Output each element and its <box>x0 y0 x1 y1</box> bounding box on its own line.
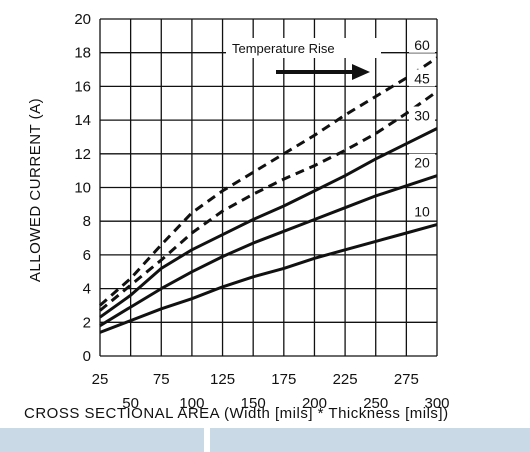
series-label-background <box>409 106 435 124</box>
series-label-background <box>409 69 435 87</box>
ticks: 0 2 4 6 8 10 12 14 16 18 20 25 75 125 175 225 275 50 100 15… <box>74 11 449 412</box>
x-tick-label: 200 <box>302 395 327 412</box>
x-tick-label: 250 <box>363 395 388 412</box>
x-tick-label: 300 <box>424 395 449 412</box>
series-line-45 <box>99 90 438 312</box>
series-line-20 <box>99 174 438 327</box>
x-tick-label: 100 <box>179 395 204 412</box>
y-tick-label: 12 <box>74 146 91 163</box>
y-tick-label: 16 <box>74 78 91 95</box>
y-tick-label: 14 <box>74 112 91 129</box>
y-tick-label: 10 <box>74 180 91 197</box>
series-label-20: 20 <box>414 155 430 171</box>
series-label-background <box>409 153 435 171</box>
x-tick-label: 50 <box>122 395 139 412</box>
y-axis-title: ALLOWED CURRENT (A) <box>27 98 44 282</box>
series-line-30 <box>99 127 438 319</box>
x-tick-label: 175 <box>271 371 296 388</box>
x-tick-label: 275 <box>394 371 419 388</box>
series-line-60 <box>99 56 438 307</box>
series-label-background <box>409 35 435 53</box>
grid <box>99 18 438 357</box>
x-tick-label: 225 <box>333 371 358 388</box>
series-label-30: 30 <box>414 108 430 124</box>
series-label-60: 60 <box>414 37 430 53</box>
x-tick-label: 150 <box>241 395 266 412</box>
bottom-bar <box>0 428 530 452</box>
y-tick-label: 18 <box>74 45 91 62</box>
series-label-10: 10 <box>414 204 430 220</box>
x-tick-label: 75 <box>153 371 170 388</box>
x-tick-label: 25 <box>92 371 109 388</box>
x-axis-title: CROSS SECTIONAL AREA (Width [mils] * Thi… <box>24 405 449 422</box>
y-tick-label: 0 <box>83 348 91 365</box>
bottom-bar-right <box>210 428 530 452</box>
series-label-45: 45 <box>414 70 430 86</box>
series-labels: 10 20 30 45 60 <box>409 35 435 220</box>
chart: 0 2 4 6 8 10 12 14 16 18 20 25 75 125 175 225 275 50 100 15… <box>24 11 450 422</box>
y-tick-label: 8 <box>83 213 91 230</box>
series-label-background <box>409 202 435 220</box>
x-tick-label: 125 <box>210 371 235 388</box>
series-line-10 <box>99 223 438 334</box>
annotation-background <box>226 38 381 58</box>
bottom-bar-left <box>0 428 204 452</box>
y-tick-label: 6 <box>83 247 91 264</box>
y-tick-label: 4 <box>83 281 91 298</box>
y-tick-label: 20 <box>74 11 91 28</box>
series-layer <box>99 56 438 334</box>
y-tick-label: 2 <box>83 314 91 331</box>
annotation-text: Temperature Rise <box>232 41 335 56</box>
arrow-right-icon <box>276 64 370 80</box>
